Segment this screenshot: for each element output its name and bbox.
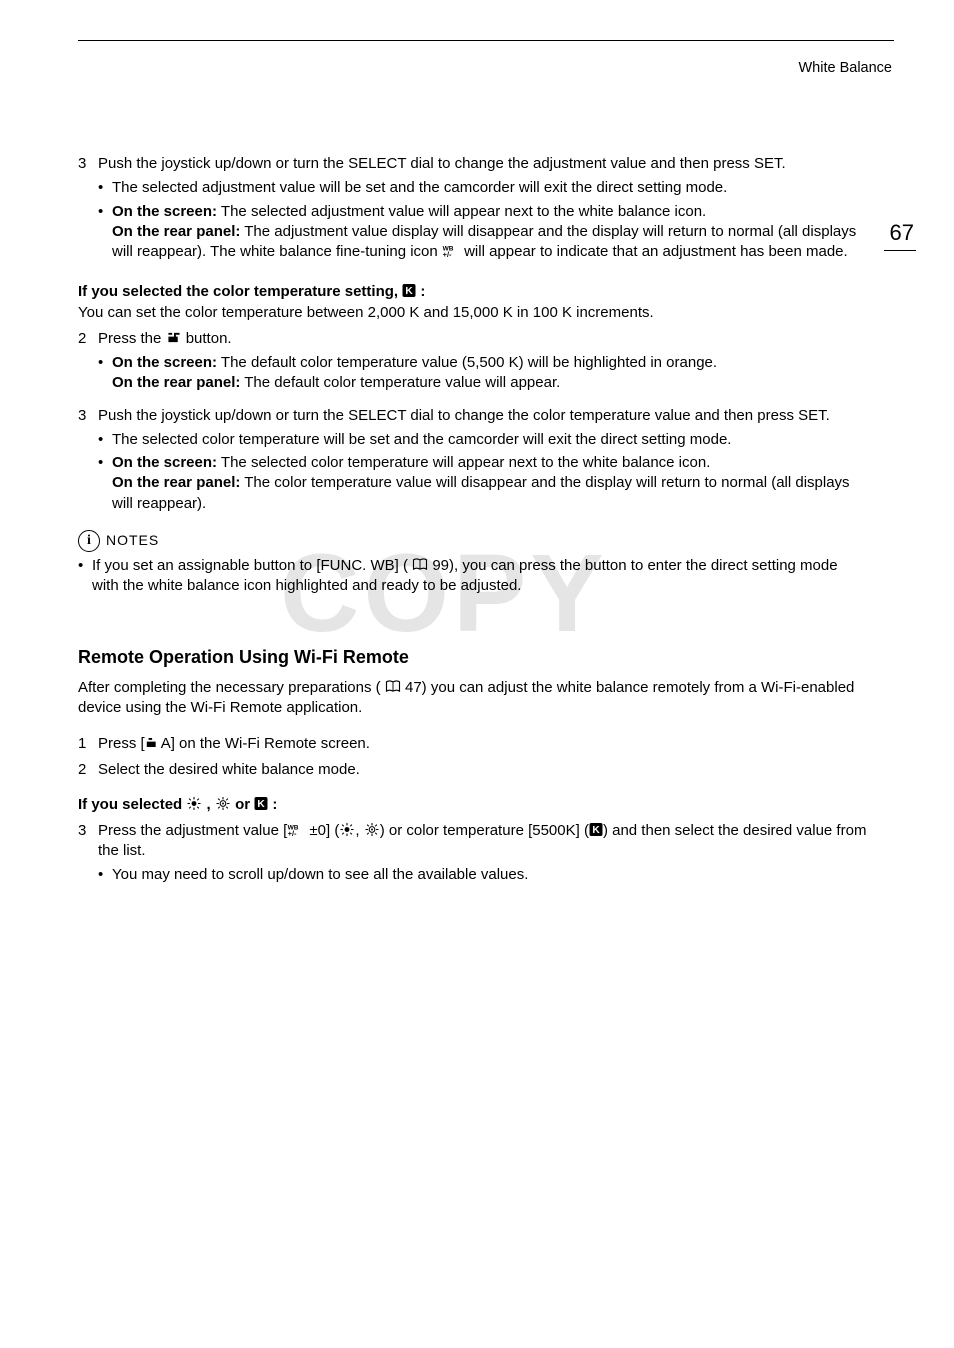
k-icon	[589, 823, 603, 836]
remote-step-1: 1 Press [ A] on the Wi-Fi Remote screen.	[78, 734, 868, 754]
label-on-rear-panel: On the rear panel:	[112, 374, 240, 391]
step-3-adjustment: 3 Push the joystick up/down or turn the …	[78, 154, 868, 268]
page-number-rule	[884, 250, 916, 251]
remote-intro: After completing the necessary preparati…	[78, 678, 868, 719]
bullet-item: • On the screen: The selected color temp…	[98, 453, 868, 514]
manual-ref-icon	[412, 558, 428, 571]
awb-icon	[145, 736, 161, 749]
label-on-screen: On the screen:	[112, 354, 217, 371]
step-body: Push the joystick up/down or turn the SE…	[92, 154, 868, 268]
step-body: Select the desired white balance mode.	[92, 760, 868, 780]
step-number: 1	[78, 734, 92, 754]
bullet-item: • On the screen: The default color tempe…	[98, 353, 868, 394]
text: The selected color temperature will appe…	[217, 454, 710, 471]
bullet-dot: •	[98, 353, 112, 394]
label-on-rear-panel: On the rear panel:	[112, 223, 240, 240]
bullet-dot: •	[98, 865, 112, 885]
remote-heading: Remote Operation Using Wi-Fi Remote	[78, 645, 868, 669]
wb-fine-tune-icon	[287, 823, 305, 836]
info-icon: i	[78, 530, 100, 552]
bullet-list: • On the screen: The default color tempe…	[98, 353, 868, 394]
step-title: Press [	[98, 735, 145, 752]
text: will appear to indicate that an adjustme…	[464, 243, 848, 260]
bullet-text: On the screen: The selected adjustment v…	[112, 202, 868, 263]
bullet-text: You may need to scroll up/down to see al…	[112, 865, 868, 885]
notes-heading: i NOTES	[78, 530, 868, 552]
bullet-list: • The selected color temperature will be…	[98, 430, 868, 514]
bullet-dot: •	[78, 556, 92, 597]
color-temp-heading: If you selected the color temperature se…	[78, 282, 868, 302]
label-on-rear-panel: On the rear panel:	[112, 474, 240, 491]
step-title: ) or color temperature [5500K] (	[380, 822, 589, 839]
bullet-item: • On the screen: The selected adjustment…	[98, 202, 868, 263]
bulb-icon	[215, 797, 231, 810]
wb-set-icon	[166, 331, 182, 344]
color-temp-range: You can set the color temperature betwee…	[78, 303, 868, 323]
text: If you set an assignable button to [FUNC…	[92, 557, 408, 574]
step-title: ±0] (	[305, 822, 339, 839]
label-on-screen: On the screen:	[112, 203, 217, 220]
step-title: A] on the Wi-Fi Remote screen.	[161, 735, 370, 752]
bullet-text: On the screen: The default color tempera…	[112, 353, 868, 394]
step-number: 2	[78, 760, 92, 780]
notes-label: NOTES	[106, 531, 159, 550]
bullet-item: • The selected color temperature will be…	[98, 430, 868, 450]
text: After completing the necessary preparati…	[78, 679, 381, 696]
page: White Balance 67 COPY 3 Push the joystic…	[0, 0, 954, 1348]
sun-icon	[339, 823, 355, 836]
heading-text: If you selected the color temperature se…	[78, 283, 402, 300]
step-title: Press the adjustment value [	[98, 822, 287, 839]
bullet-text: If you set an assignable button to [FUNC…	[92, 556, 868, 597]
bulb-icon	[364, 823, 380, 836]
bullet-dot: •	[98, 453, 112, 514]
sun-icon	[186, 797, 202, 810]
heading-text: If you selected	[78, 796, 186, 813]
page-number: 67	[890, 220, 914, 246]
remote-selected-heading: If you selected , or :	[78, 795, 868, 815]
text: The selected adjustment value will appea…	[217, 203, 706, 220]
bullet-text: The selected color temperature will be s…	[112, 430, 868, 450]
step-number: 2	[78, 329, 92, 400]
heading-text: :	[272, 796, 277, 813]
bullet-dot: •	[98, 178, 112, 198]
bullet-dot: •	[98, 202, 112, 263]
heading-text: ,	[207, 796, 215, 813]
label-on-screen: On the screen:	[112, 454, 217, 471]
step-3-colortemp: 3 Push the joystick up/down or turn the …	[78, 406, 868, 520]
wb-fine-tune-icon	[442, 244, 460, 257]
step-title: Push the joystick up/down or turn the SE…	[98, 155, 786, 172]
bullet-text: The selected adjustment value will be se…	[112, 178, 868, 198]
bullet-item: • The selected adjustment value will be …	[98, 178, 868, 198]
notes-bullet: • If you set an assignable button to [FU…	[78, 556, 868, 597]
heading-text: or	[235, 796, 254, 813]
header-title: White Balance	[799, 60, 893, 76]
bullet-text: On the screen: The selected color temper…	[112, 453, 868, 514]
step-title: ,	[355, 822, 363, 839]
content: 3 Push the joystick up/down or turn the …	[78, 148, 868, 892]
remote-step-2: 2 Select the desired white balance mode.	[78, 760, 868, 780]
text: The default color temperature value (5,5…	[217, 354, 717, 371]
step-body: Press the adjustment value [ ±0] (, ) or…	[92, 821, 868, 892]
step-body: Press [ A] on the Wi-Fi Remote screen.	[92, 734, 868, 754]
step-number: 3	[78, 406, 92, 520]
remote-step-3: 3 Press the adjustment value [ ±0] (, ) …	[78, 821, 868, 892]
step-number: 3	[78, 154, 92, 268]
bullet-dot: •	[98, 430, 112, 450]
step-body: Push the joystick up/down or turn the SE…	[92, 406, 868, 520]
step-number: 3	[78, 821, 92, 892]
step-2: 2 Press the button. • On the screen: The…	[78, 329, 868, 400]
step-title: Press the	[98, 330, 166, 347]
step-body: Press the button. • On the screen: The d…	[92, 329, 868, 400]
bullet-list: • The selected adjustment value will be …	[98, 178, 868, 262]
bullet-item: • You may need to scroll up/down to see …	[98, 865, 868, 885]
manual-ref-icon	[385, 680, 401, 693]
k-icon	[254, 797, 268, 810]
header-rule	[78, 40, 894, 41]
heading-text: :	[420, 283, 425, 300]
k-icon	[402, 284, 416, 297]
bullet-list: • You may need to scroll up/down to see …	[98, 865, 868, 885]
text: The default color temperature value will…	[240, 374, 560, 391]
step-title: button.	[186, 330, 232, 347]
step-title: Push the joystick up/down or turn the SE…	[98, 407, 830, 424]
